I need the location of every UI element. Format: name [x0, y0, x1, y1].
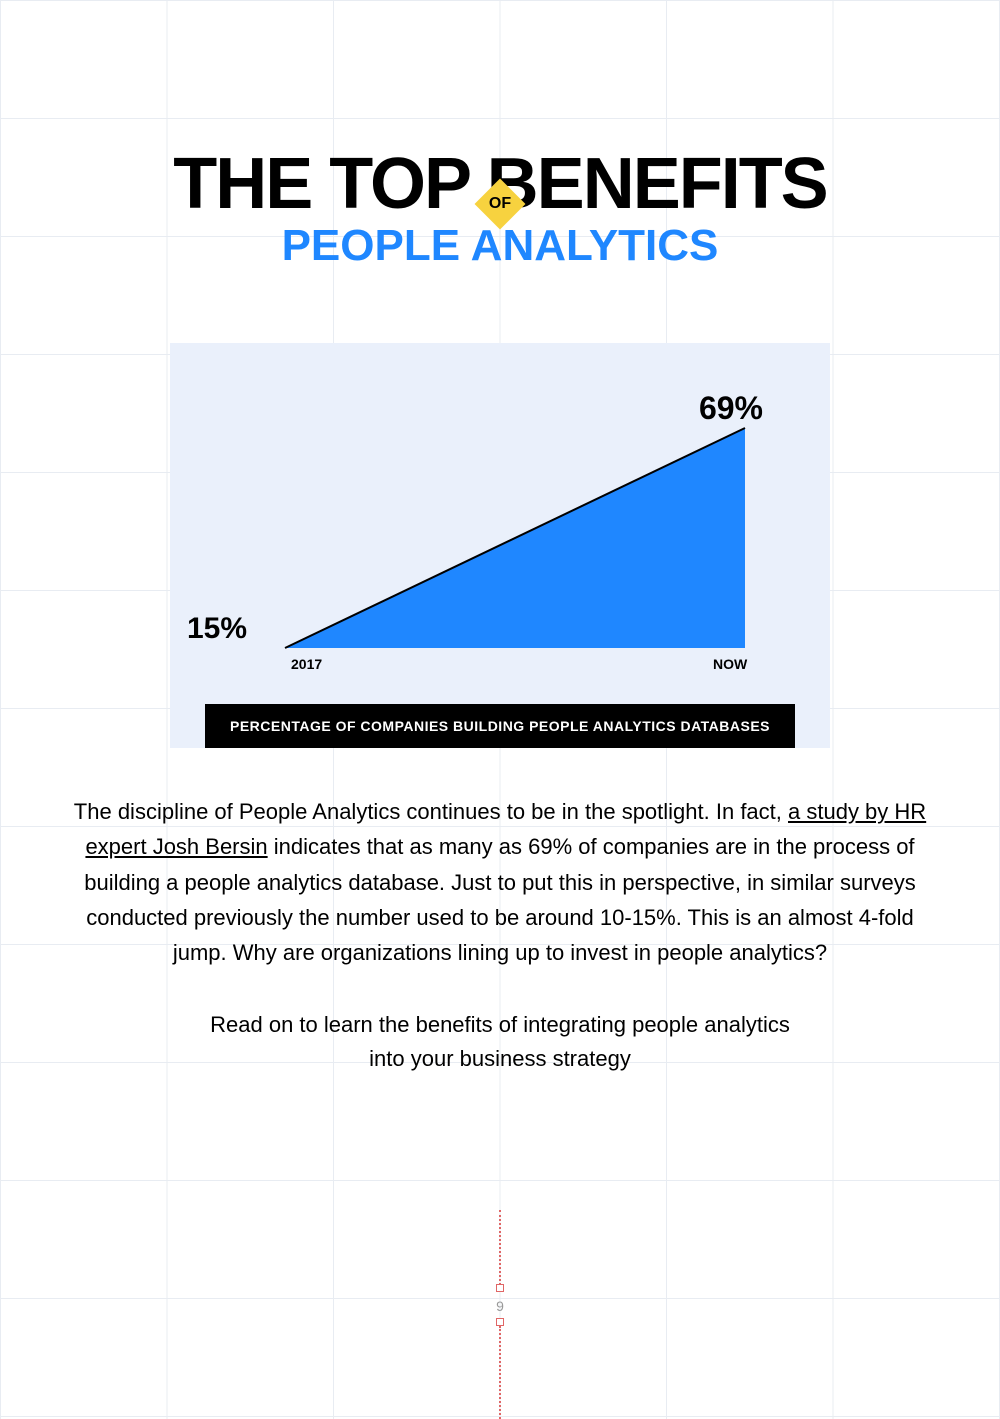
chart-end-value: 69%	[699, 390, 763, 427]
selection-handle-top	[496, 1284, 504, 1292]
chart-start-value: 15%	[187, 612, 247, 646]
chart-svg	[205, 398, 795, 668]
title-block: THE TOP BENEFITS OF PEOPLE ANALYTICS	[173, 150, 826, 273]
chart-caption: PERCENTAGE OF COMPANIES BUILDING PEOPLE …	[205, 704, 795, 748]
chart-x-start-label: 2017	[291, 656, 322, 672]
of-diamond: OF	[478, 182, 522, 226]
body-paragraph: The discipline of People Analytics conti…	[65, 794, 935, 970]
chart-area: 69% 15% 2017 NOW	[205, 398, 795, 668]
chart-card: 69% 15% 2017 NOW PERCENTAGE OF COMPANIES…	[170, 343, 830, 748]
body-intro-pre: The discipline of People Analytics conti…	[74, 799, 788, 824]
selection-handle-bottom	[496, 1318, 504, 1326]
cta-paragraph: Read on to learn the benefits of integra…	[200, 1008, 800, 1076]
page-container: THE TOP BENEFITS OF PEOPLE ANALYTICS 69%…	[0, 0, 1000, 1076]
selection-dotted-line-top	[499, 1210, 501, 1285]
selection-dotted-line-bottom	[499, 1326, 501, 1419]
chart-x-end-label: NOW	[713, 656, 747, 672]
of-text: OF	[489, 195, 511, 213]
page-number: 9	[496, 1298, 504, 1314]
